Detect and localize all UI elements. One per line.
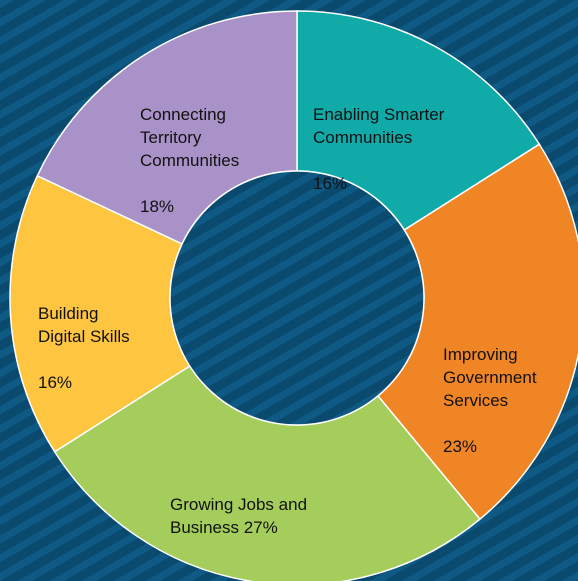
- slice-label-improving-government-services: Improving Government Services 23%: [443, 320, 537, 458]
- slice-label-enabling-smarter-communities: Enabling Smarter Communities 16%: [313, 80, 444, 195]
- slice-label-growing-jobs-and-business: Growing Jobs and Business 27%: [170, 470, 307, 539]
- slice-label-connecting-territory-communities: Connecting Territory Communities 18%: [140, 80, 239, 218]
- slice-label-building-digital-skills: Building Digital Skills 16%: [38, 279, 130, 394]
